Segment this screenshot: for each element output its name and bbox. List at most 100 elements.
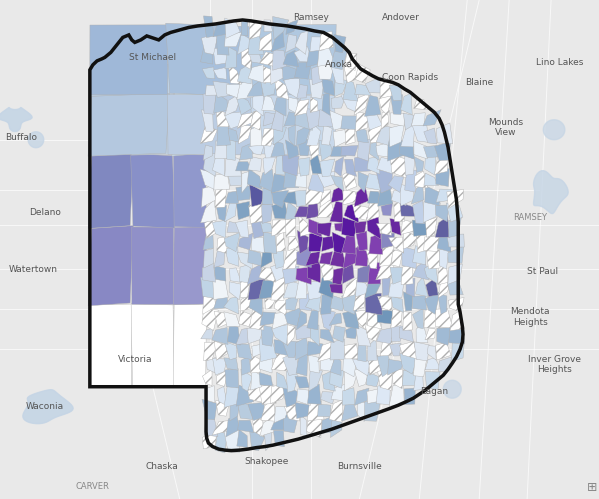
Polygon shape xyxy=(295,279,307,299)
Polygon shape xyxy=(297,139,311,156)
Polygon shape xyxy=(224,358,238,370)
Polygon shape xyxy=(295,31,308,54)
Polygon shape xyxy=(321,78,335,96)
Polygon shape xyxy=(345,125,355,145)
Polygon shape xyxy=(412,184,424,204)
Polygon shape xyxy=(214,93,228,113)
Polygon shape xyxy=(317,48,335,66)
Polygon shape xyxy=(201,277,219,298)
Polygon shape xyxy=(237,202,250,220)
Polygon shape xyxy=(0,108,32,132)
Polygon shape xyxy=(295,403,312,419)
Polygon shape xyxy=(322,236,334,251)
Polygon shape xyxy=(213,67,226,79)
Polygon shape xyxy=(354,93,369,115)
Polygon shape xyxy=(343,356,357,377)
Polygon shape xyxy=(283,416,298,433)
Polygon shape xyxy=(434,141,451,161)
Polygon shape xyxy=(215,431,227,453)
Polygon shape xyxy=(253,94,264,116)
Polygon shape xyxy=(131,64,174,155)
Polygon shape xyxy=(225,247,239,266)
Polygon shape xyxy=(202,429,217,449)
Polygon shape xyxy=(237,77,253,99)
Polygon shape xyxy=(377,310,393,324)
Polygon shape xyxy=(259,280,277,299)
Polygon shape xyxy=(238,310,254,326)
Polygon shape xyxy=(204,16,214,37)
Polygon shape xyxy=(227,170,241,186)
Polygon shape xyxy=(297,124,312,146)
Polygon shape xyxy=(377,296,392,311)
Polygon shape xyxy=(377,224,392,236)
Polygon shape xyxy=(332,232,346,253)
Polygon shape xyxy=(88,153,134,229)
Text: RAMSEY: RAMSEY xyxy=(513,213,547,222)
Polygon shape xyxy=(131,154,175,228)
Polygon shape xyxy=(377,157,393,174)
Polygon shape xyxy=(343,247,358,269)
Polygon shape xyxy=(370,142,379,161)
Polygon shape xyxy=(367,216,380,239)
Polygon shape xyxy=(329,284,343,293)
Polygon shape xyxy=(402,247,418,268)
Polygon shape xyxy=(259,169,275,193)
Polygon shape xyxy=(238,420,254,433)
Polygon shape xyxy=(308,233,323,251)
Polygon shape xyxy=(297,246,311,267)
Polygon shape xyxy=(271,31,285,52)
Text: Shakopee: Shakopee xyxy=(244,457,289,466)
Polygon shape xyxy=(448,264,462,284)
Polygon shape xyxy=(355,388,369,405)
Polygon shape xyxy=(357,139,371,161)
Polygon shape xyxy=(412,113,425,126)
Polygon shape xyxy=(331,415,342,438)
Polygon shape xyxy=(353,359,370,376)
Polygon shape xyxy=(443,380,461,398)
Polygon shape xyxy=(271,142,285,157)
Polygon shape xyxy=(377,354,393,377)
Polygon shape xyxy=(238,233,253,250)
Polygon shape xyxy=(368,191,382,204)
Polygon shape xyxy=(285,307,301,326)
Polygon shape xyxy=(413,200,425,224)
Polygon shape xyxy=(400,203,418,217)
Polygon shape xyxy=(356,231,368,251)
Polygon shape xyxy=(332,326,346,342)
Polygon shape xyxy=(400,140,415,159)
Polygon shape xyxy=(247,169,262,189)
Polygon shape xyxy=(425,153,435,175)
Polygon shape xyxy=(416,322,428,343)
Polygon shape xyxy=(342,388,355,405)
Polygon shape xyxy=(436,169,449,187)
Polygon shape xyxy=(424,128,437,144)
Polygon shape xyxy=(341,399,358,421)
Polygon shape xyxy=(319,260,335,280)
Polygon shape xyxy=(446,203,463,222)
Polygon shape xyxy=(212,421,230,435)
Polygon shape xyxy=(271,415,288,430)
Polygon shape xyxy=(295,62,311,79)
Polygon shape xyxy=(310,37,324,51)
Polygon shape xyxy=(388,138,405,161)
Polygon shape xyxy=(250,354,263,373)
Polygon shape xyxy=(307,261,320,283)
Polygon shape xyxy=(251,370,262,390)
Polygon shape xyxy=(200,124,217,143)
Polygon shape xyxy=(355,221,367,233)
Polygon shape xyxy=(271,173,286,193)
Polygon shape xyxy=(265,430,272,451)
Polygon shape xyxy=(307,123,321,145)
Polygon shape xyxy=(307,341,323,355)
Polygon shape xyxy=(251,236,264,253)
Polygon shape xyxy=(376,384,391,405)
Polygon shape xyxy=(202,369,212,386)
Polygon shape xyxy=(261,325,274,346)
Polygon shape xyxy=(214,265,226,281)
Polygon shape xyxy=(89,64,132,155)
Polygon shape xyxy=(270,261,286,281)
Polygon shape xyxy=(204,218,219,239)
Polygon shape xyxy=(274,295,289,315)
Polygon shape xyxy=(354,369,369,387)
Polygon shape xyxy=(357,400,368,422)
